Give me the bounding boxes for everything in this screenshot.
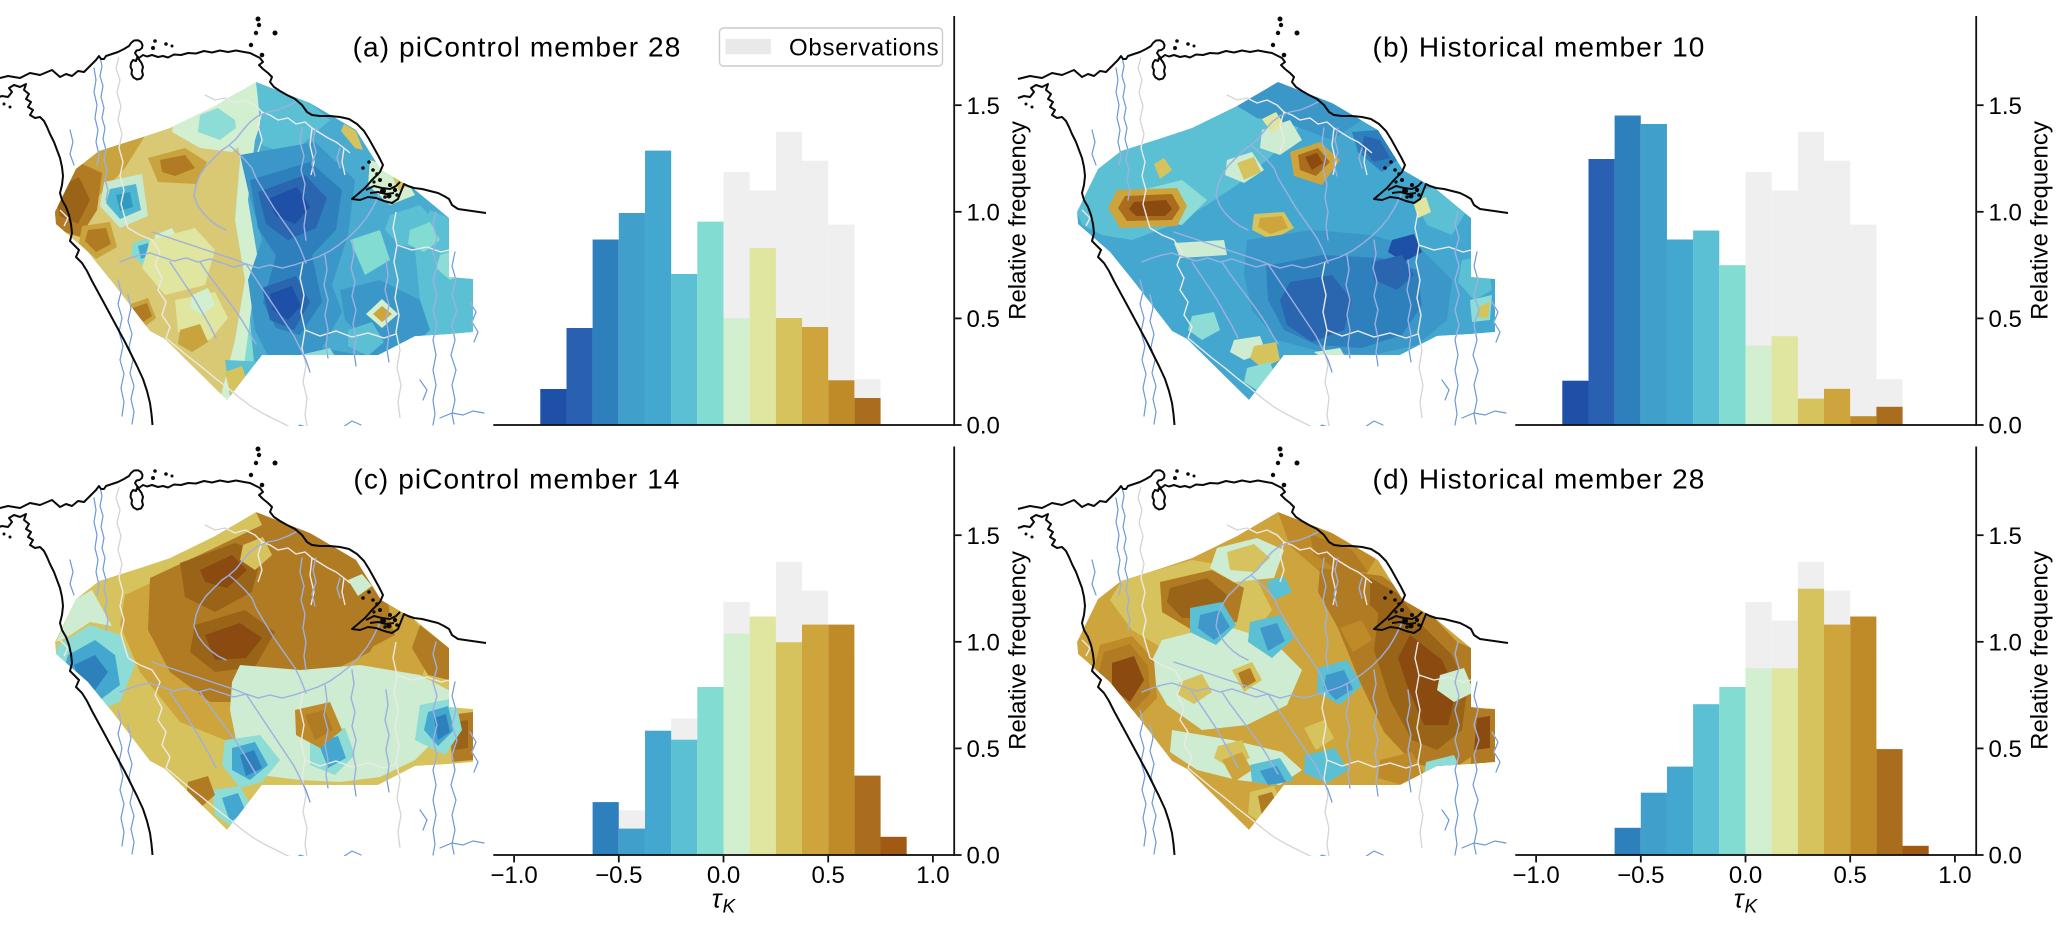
- svg-text:0.5: 0.5: [812, 862, 845, 889]
- svg-text:0.0: 0.0: [1729, 862, 1762, 889]
- svg-text:1.0: 1.0: [1989, 199, 2022, 226]
- svg-text:−1.0: −1.0: [490, 862, 537, 889]
- svg-text:1.0: 1.0: [967, 629, 1000, 656]
- svg-text:−0.5: −0.5: [1617, 862, 1664, 889]
- svg-text:1.0: 1.0: [916, 862, 949, 889]
- svg-text:(c) piControl member 14: (c) piControl member 14: [353, 464, 680, 495]
- svg-text:1.5: 1.5: [967, 523, 1000, 550]
- svg-text:1.5: 1.5: [967, 93, 1000, 120]
- svg-text:τ: τ: [712, 884, 724, 914]
- svg-text:0.0: 0.0: [1989, 843, 2022, 870]
- svg-text:Relative frequency: Relative frequency: [1004, 551, 1031, 750]
- svg-text:Relative frequency: Relative frequency: [2026, 551, 2053, 750]
- svg-text:0.5: 0.5: [967, 306, 1000, 333]
- svg-text:0.5: 0.5: [1989, 306, 2022, 333]
- svg-text:K: K: [723, 897, 737, 918]
- svg-text:0.0: 0.0: [1989, 413, 2022, 440]
- svg-text:1.5: 1.5: [1989, 93, 2022, 120]
- svg-text:τ: τ: [1734, 884, 1746, 914]
- svg-text:0.0: 0.0: [707, 862, 740, 889]
- svg-text:(d) Historical member 28: (d) Historical member 28: [1373, 464, 1706, 495]
- svg-text:(b) Historical member 10: (b) Historical member 10: [1373, 32, 1706, 63]
- svg-text:(a) piControl member 28: (a) piControl member 28: [353, 32, 682, 63]
- svg-text:1.5: 1.5: [1989, 523, 2022, 550]
- svg-text:0.5: 0.5: [1989, 736, 2022, 763]
- svg-text:1.0: 1.0: [1989, 629, 2022, 656]
- svg-text:Relative frequency: Relative frequency: [2026, 121, 2053, 320]
- svg-text:−0.5: −0.5: [595, 862, 642, 889]
- svg-text:Relative frequency: Relative frequency: [1004, 121, 1031, 320]
- svg-text:Observations: Observations: [789, 35, 939, 62]
- svg-text:−1.0: −1.0: [1512, 862, 1559, 889]
- svg-text:1.0: 1.0: [967, 199, 1000, 226]
- svg-text:K: K: [1745, 897, 1759, 918]
- svg-text:0.0: 0.0: [967, 843, 1000, 870]
- svg-text:0.5: 0.5: [1834, 862, 1867, 889]
- svg-text:0.0: 0.0: [967, 413, 1000, 440]
- svg-text:1.0: 1.0: [1938, 862, 1971, 889]
- svg-text:0.5: 0.5: [967, 736, 1000, 763]
